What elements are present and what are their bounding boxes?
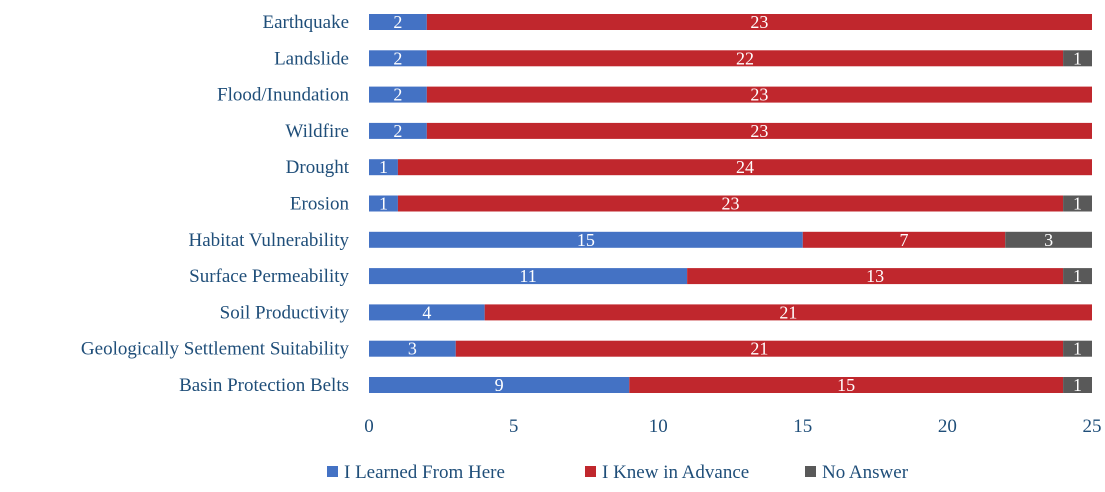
x-tick-label: 15 bbox=[793, 416, 812, 437]
data-label: 1 bbox=[1073, 194, 1082, 214]
bar-segment bbox=[369, 159, 398, 176]
data-label: 1 bbox=[1073, 266, 1082, 286]
x-tick-label: 0 bbox=[364, 416, 374, 437]
x-tick-label: 5 bbox=[509, 416, 519, 437]
bar-segment bbox=[1063, 377, 1092, 393]
data-label: 23 bbox=[750, 12, 768, 32]
bar-segment bbox=[369, 195, 398, 212]
bar-segment bbox=[426, 86, 1093, 103]
bar-segment bbox=[455, 340, 1064, 357]
data-label: 3 bbox=[1044, 230, 1053, 250]
bar-segment bbox=[687, 268, 1064, 285]
x-tick-label: 10 bbox=[649, 416, 668, 437]
legend-swatch bbox=[585, 466, 596, 477]
data-label: 11 bbox=[519, 266, 536, 286]
legend-label: I Learned From Here bbox=[344, 462, 505, 483]
category-label: Geologically Settlement Suitability bbox=[81, 339, 350, 360]
data-labels: 2 232 22 12 232 231 241 23 115 7 311 13 14 213 21 19 15 1 bbox=[379, 12, 1082, 395]
bar-segment bbox=[1063, 340, 1092, 357]
category-label: Basin Protection Belts bbox=[179, 375, 349, 396]
data-label: 23 bbox=[750, 85, 768, 105]
bar-segment bbox=[426, 50, 1064, 67]
data-label: 1 bbox=[379, 157, 388, 177]
category-label: Soil Productivity bbox=[220, 302, 350, 323]
data-label: 1 bbox=[1073, 375, 1082, 395]
x-axis-ticks: 0 5 10 15 20 25 bbox=[364, 416, 1101, 437]
data-label: 24 bbox=[736, 157, 754, 177]
bar-segment bbox=[369, 50, 427, 67]
category-label: Landslide bbox=[274, 48, 349, 69]
data-label: 23 bbox=[722, 194, 740, 214]
bar-segment bbox=[484, 304, 1092, 321]
legend-label: No Answer bbox=[822, 462, 909, 483]
bar-segment bbox=[369, 86, 427, 103]
bar-segment bbox=[369, 14, 427, 30]
bar-segment bbox=[1063, 268, 1092, 285]
category-label: Surface Permeability bbox=[189, 266, 349, 287]
bar-segment bbox=[369, 377, 630, 393]
bar-segment bbox=[397, 159, 1092, 176]
legend-swatch bbox=[805, 466, 816, 477]
data-label: 9 bbox=[495, 375, 504, 395]
bar-segment bbox=[629, 377, 1064, 393]
data-label: 13 bbox=[866, 266, 884, 286]
bar-segment bbox=[369, 304, 485, 321]
data-label: 2 bbox=[393, 85, 402, 105]
category-label: Earthquake bbox=[262, 12, 349, 33]
bar-segment bbox=[1063, 50, 1092, 67]
data-label: 15 bbox=[577, 230, 595, 250]
category-label: Erosion bbox=[290, 194, 350, 215]
data-label: 21 bbox=[750, 339, 768, 359]
data-label: 21 bbox=[779, 302, 797, 322]
x-tick-label: 25 bbox=[1083, 416, 1102, 437]
legend-swatch bbox=[327, 466, 338, 477]
legend-label: I Knew in Advance bbox=[602, 462, 749, 483]
bar-segment bbox=[426, 122, 1093, 139]
bar-segment bbox=[802, 231, 1006, 248]
bar-segment bbox=[426, 14, 1093, 30]
category-label: Wildfire bbox=[285, 121, 349, 142]
bar-segment bbox=[369, 122, 427, 139]
bar-segment bbox=[1005, 231, 1092, 248]
legend: I Learned From Here I Knew in Advance No A… bbox=[327, 462, 909, 483]
category-labels: Earthquake Landslide Flood/Inundation Wildf… bbox=[81, 12, 350, 396]
data-label: 1 bbox=[379, 194, 388, 214]
bar-segment bbox=[397, 195, 1064, 212]
data-label: 22 bbox=[736, 48, 754, 68]
data-label: 3 bbox=[408, 339, 417, 359]
category-label: Flood/Inundation bbox=[217, 85, 349, 106]
data-label: 2 bbox=[393, 48, 402, 68]
bar-segment bbox=[1063, 195, 1092, 212]
category-label: Drought bbox=[286, 157, 350, 178]
x-tick-label: 20 bbox=[938, 416, 957, 437]
bars-group bbox=[369, 14, 1093, 393]
data-label: 15 bbox=[837, 375, 855, 395]
category-label: Habitat Vulnerability bbox=[189, 230, 350, 251]
bar-segment bbox=[369, 231, 803, 248]
data-label: 7 bbox=[900, 230, 909, 250]
data-label: 1 bbox=[1073, 48, 1082, 68]
data-label: 2 bbox=[393, 121, 402, 141]
bar-segment bbox=[369, 340, 456, 357]
data-label: 4 bbox=[422, 302, 431, 322]
data-label: 1 bbox=[1073, 339, 1082, 359]
data-label: 23 bbox=[750, 121, 768, 141]
bar-segment bbox=[369, 268, 688, 285]
data-label: 2 bbox=[393, 12, 402, 32]
